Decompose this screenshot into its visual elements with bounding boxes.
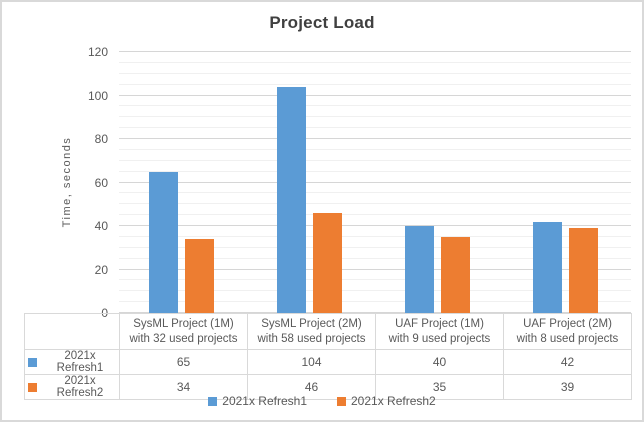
table-row: 2021x Refresh2 34 46 35 39: [24, 374, 632, 400]
major-gridline-80: [119, 138, 631, 139]
series-row-header-1: 2021x Refresh1: [24, 349, 120, 375]
bar-group-3: [375, 52, 503, 313]
bar-series2-cat4: [569, 228, 598, 313]
minor-gridline-75: [119, 148, 631, 150]
bar-series2-cat3: [441, 237, 470, 313]
legend-item-2: 2021x Refresh2: [337, 394, 436, 408]
value-series1-cat1: 65: [119, 349, 248, 375]
minor-gridline-85: [119, 127, 631, 129]
y-tick-40: 40: [94, 219, 108, 233]
major-gridline-0: [119, 312, 631, 313]
y-tick-60: 60: [94, 175, 108, 190]
minor-gridline-70: [119, 159, 631, 161]
value-series2-cat4: 39: [503, 374, 632, 400]
chart-title: Project Load: [269, 13, 375, 32]
category-label-4: UAF Project (2M) with 8 used projects: [503, 313, 632, 350]
legend-swatch-icon: [337, 396, 346, 406]
legend-label: 2021x Refresh1: [222, 394, 307, 408]
minor-gridline-5: [119, 301, 631, 303]
value-series1-cat2: 104: [247, 349, 376, 375]
minor-gridline-50: [119, 203, 631, 205]
bar-series1-cat4: [533, 222, 562, 313]
minor-gridline-45: [119, 214, 631, 216]
major-gridline-120: [119, 51, 631, 52]
value-series1-cat4: 42: [503, 349, 632, 375]
minor-gridline-115: [119, 61, 631, 63]
table-corner-cell: [24, 313, 120, 350]
category-label-3: UAF Project (1M) with 9 used projects: [375, 313, 504, 350]
value-series2-cat3: 35: [375, 374, 504, 400]
y-axis-ticks: 0 20 40 60 80 100 120: [60, 45, 108, 320]
minor-gridline-65: [119, 170, 631, 172]
minor-gridline-90: [119, 116, 631, 118]
bar-group-4: [503, 52, 631, 313]
y-tick-120: 120: [87, 45, 108, 59]
legend-item-1: 2021x Refresh1: [208, 394, 307, 408]
major-gridline-20: [119, 268, 631, 270]
bar-group-1: [119, 52, 247, 313]
bar-series2-cat1: [185, 239, 214, 313]
category-label-1: SysML Project (1M) with 32 used projects: [119, 313, 248, 350]
value-series1-cat3: 40: [375, 349, 504, 375]
major-gridline-100: [119, 94, 631, 96]
y-tick-100: 100: [87, 88, 108, 103]
minor-gridline-35: [119, 235, 631, 237]
bar-series1-cat2: [277, 87, 306, 313]
legend-label: 2021x Refresh2: [351, 394, 436, 408]
minor-gridline-105: [119, 83, 631, 85]
value-series2-cat2: 46: [247, 374, 376, 400]
legend-swatch-icon: [208, 396, 218, 406]
value-series2-cat1: 34: [119, 374, 248, 400]
bar-series1-cat3: [405, 226, 434, 313]
major-gridline-40: [119, 225, 631, 226]
table-row: 2021x Refresh1 65 104 40 42: [24, 349, 632, 375]
minor-gridline-30: [119, 246, 631, 248]
major-gridline-60: [119, 181, 631, 183]
series-row-header-2: 2021x Refresh2: [24, 374, 120, 400]
series-key-icon: [28, 382, 37, 392]
minor-gridline-95: [119, 105, 631, 107]
series-key-icon: [28, 357, 37, 367]
y-tick-80: 80: [94, 132, 108, 146]
bar-series2-cat2: [313, 213, 342, 313]
legend: 2021x Refresh1 2021x Refresh2: [2, 394, 642, 408]
y-tick-20: 20: [94, 262, 108, 277]
category-label-2: SysML Project (2M) with 58 used projects: [247, 313, 376, 350]
minor-gridline-15: [119, 279, 631, 281]
bar-series1-cat1: [149, 172, 178, 313]
plot-area: [119, 51, 631, 313]
series-name: 2021x Refresh2: [56, 375, 104, 399]
bar-group-2: [247, 52, 375, 313]
minor-gridline-10: [119, 290, 631, 292]
series-name: 2021x Refresh1: [56, 350, 104, 374]
data-table: SysML Project (1M) with 32 used projects…: [24, 313, 632, 400]
minor-gridline-55: [119, 192, 631, 194]
minor-gridline-25: [119, 257, 631, 259]
minor-gridline-110: [119, 72, 631, 74]
